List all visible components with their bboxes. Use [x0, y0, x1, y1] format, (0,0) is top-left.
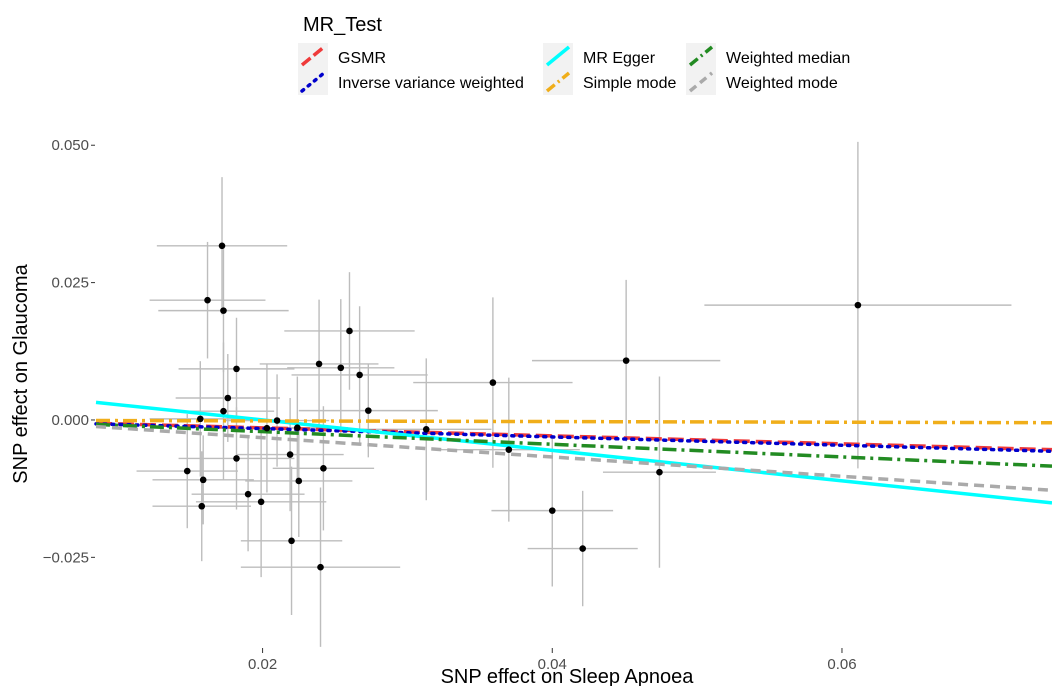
- data-points: [183, 242, 862, 571]
- legend-label-weighted-mode: Weighted mode: [726, 75, 838, 92]
- data-point: [224, 394, 232, 402]
- legend-title: MR_Test: [303, 14, 382, 36]
- data-point: [622, 357, 630, 364]
- legend-label-gsmr: GSMR: [338, 50, 386, 67]
- x-tick-label: 0.04: [538, 656, 567, 673]
- data-point: [273, 417, 281, 424]
- data-point: [183, 467, 191, 475]
- data-point: [288, 537, 295, 545]
- data-point: [218, 242, 226, 250]
- legend-key-mr-egger: [543, 43, 573, 69]
- data-point: [317, 563, 324, 571]
- regression-lines: [94, 400, 1052, 505]
- legend-key-ivw: [298, 69, 328, 95]
- data-point: [233, 455, 240, 462]
- regression-line-simple-mode: [95, 418, 1052, 425]
- data-point: [294, 424, 301, 431]
- data-point: [198, 502, 206, 510]
- y-tick-label: 0.025: [51, 275, 89, 292]
- data-point: [257, 498, 265, 506]
- regression-line-weighted-median: [95, 422, 1052, 468]
- regression-line-inverse-variance-weighted: [94, 422, 1052, 454]
- data-point: [244, 490, 252, 498]
- data-point: [356, 371, 363, 379]
- data-point: [365, 407, 372, 414]
- data-point: [422, 426, 430, 433]
- data-point: [656, 468, 663, 476]
- data-point: [346, 327, 353, 335]
- data-point: [233, 365, 240, 373]
- data-point: [199, 476, 207, 484]
- y-tick-label: 0.000: [51, 412, 89, 429]
- x-tick-label: 0.06: [827, 656, 856, 673]
- data-point: [295, 477, 303, 485]
- x-tick-label: 0.02: [248, 656, 277, 673]
- data-point: [263, 424, 271, 432]
- data-point: [854, 301, 862, 309]
- legend-label-weighted-median: Weighted median: [726, 50, 850, 67]
- legend-key-weighted-median: [686, 43, 716, 69]
- legend-label-simple-mode: Simple mode: [583, 75, 676, 92]
- data-point: [286, 451, 294, 458]
- data-point: [548, 507, 556, 514]
- x-axis: 0.02 0.04 0.06: [248, 648, 857, 673]
- regression-line-mr-egger: [95, 400, 1052, 505]
- data-point: [204, 296, 211, 304]
- legend-label-mr-egger: MR Egger: [583, 50, 656, 67]
- data-point: [196, 415, 204, 423]
- data-point: [337, 364, 345, 372]
- legend-label-ivw: Inverse variance weighted: [338, 75, 524, 92]
- data-point: [220, 407, 227, 415]
- y-tick-label: −0.025: [43, 549, 89, 566]
- data-point: [220, 307, 227, 314]
- x-axis-title: SNP effect on Sleep Apnoea: [441, 666, 695, 686]
- legend: MR_Test GSMR Inverse variance weighted M…: [298, 14, 850, 95]
- y-tick-label: 0.050: [51, 137, 89, 154]
- legend-key-simple-mode: [543, 69, 573, 95]
- data-point: [579, 545, 586, 552]
- data-point: [320, 465, 327, 472]
- data-point: [489, 379, 497, 386]
- data-point: [505, 446, 513, 453]
- y-axis: −0.025 0.000 0.025 0.050: [43, 137, 95, 566]
- error-bars: [136, 141, 1012, 647]
- data-point: [315, 360, 323, 368]
- legend-key-weighted-mode: [686, 69, 716, 95]
- y-axis-title: SNP effect on Glaucoma: [10, 263, 32, 483]
- legend-key-gsmr: [298, 43, 328, 69]
